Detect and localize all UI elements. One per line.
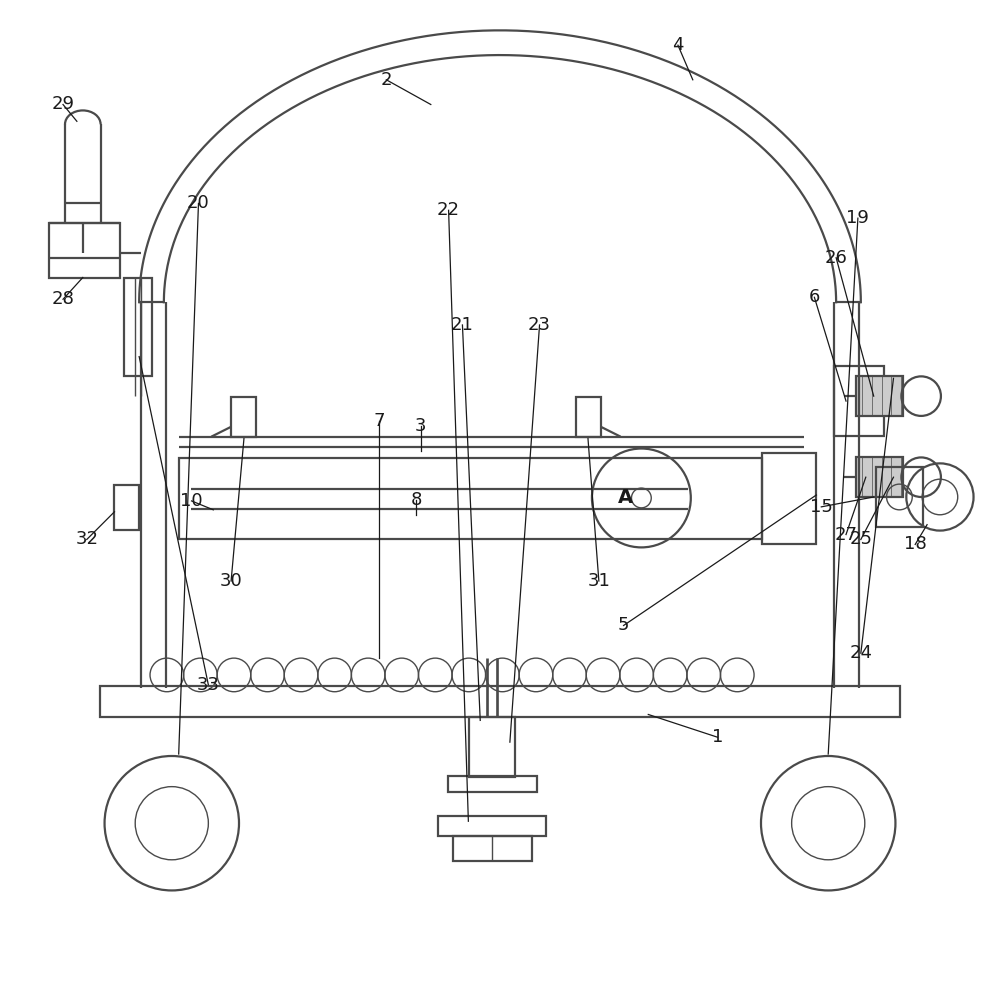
Bar	[114, 485, 139, 530]
Bar	[438, 817, 546, 837]
Text: 3: 3	[415, 417, 427, 435]
Bar	[124, 277, 152, 376]
Text: 25: 25	[849, 531, 872, 548]
Text: 33: 33	[197, 676, 220, 694]
Bar	[453, 837, 532, 860]
Bar	[231, 397, 256, 437]
Text: 1: 1	[712, 729, 723, 746]
Text: 2: 2	[381, 70, 392, 89]
Bar	[762, 453, 816, 544]
Text: 28: 28	[52, 290, 74, 308]
Text: 26: 26	[825, 248, 848, 266]
Bar	[179, 458, 762, 540]
Text: 24: 24	[849, 644, 872, 662]
Text: 21: 21	[451, 316, 474, 334]
Text: 10: 10	[180, 492, 203, 510]
Text: A: A	[618, 488, 633, 508]
Text: 6: 6	[809, 288, 820, 306]
Bar	[469, 718, 515, 777]
Text: 15: 15	[810, 498, 833, 516]
Text: 30: 30	[220, 572, 242, 590]
Text: 4: 4	[672, 37, 684, 54]
Text: 7: 7	[374, 412, 385, 430]
Bar	[100, 686, 900, 718]
Text: 32: 32	[75, 531, 98, 548]
Bar	[49, 223, 120, 277]
Bar	[856, 376, 903, 416]
Text: 22: 22	[437, 201, 460, 219]
Bar	[834, 366, 884, 436]
Text: 20: 20	[187, 194, 210, 213]
Text: 18: 18	[904, 536, 927, 553]
Bar	[876, 467, 923, 527]
Bar	[856, 457, 903, 497]
Bar	[576, 397, 601, 437]
Text: 8: 8	[410, 491, 422, 509]
Text: 31: 31	[587, 572, 610, 590]
Text: 29: 29	[52, 95, 75, 114]
Text: 19: 19	[846, 209, 869, 227]
Bar	[448, 776, 537, 792]
Text: 5: 5	[618, 617, 629, 635]
Text: 23: 23	[528, 316, 551, 334]
Text: 27: 27	[835, 526, 858, 544]
